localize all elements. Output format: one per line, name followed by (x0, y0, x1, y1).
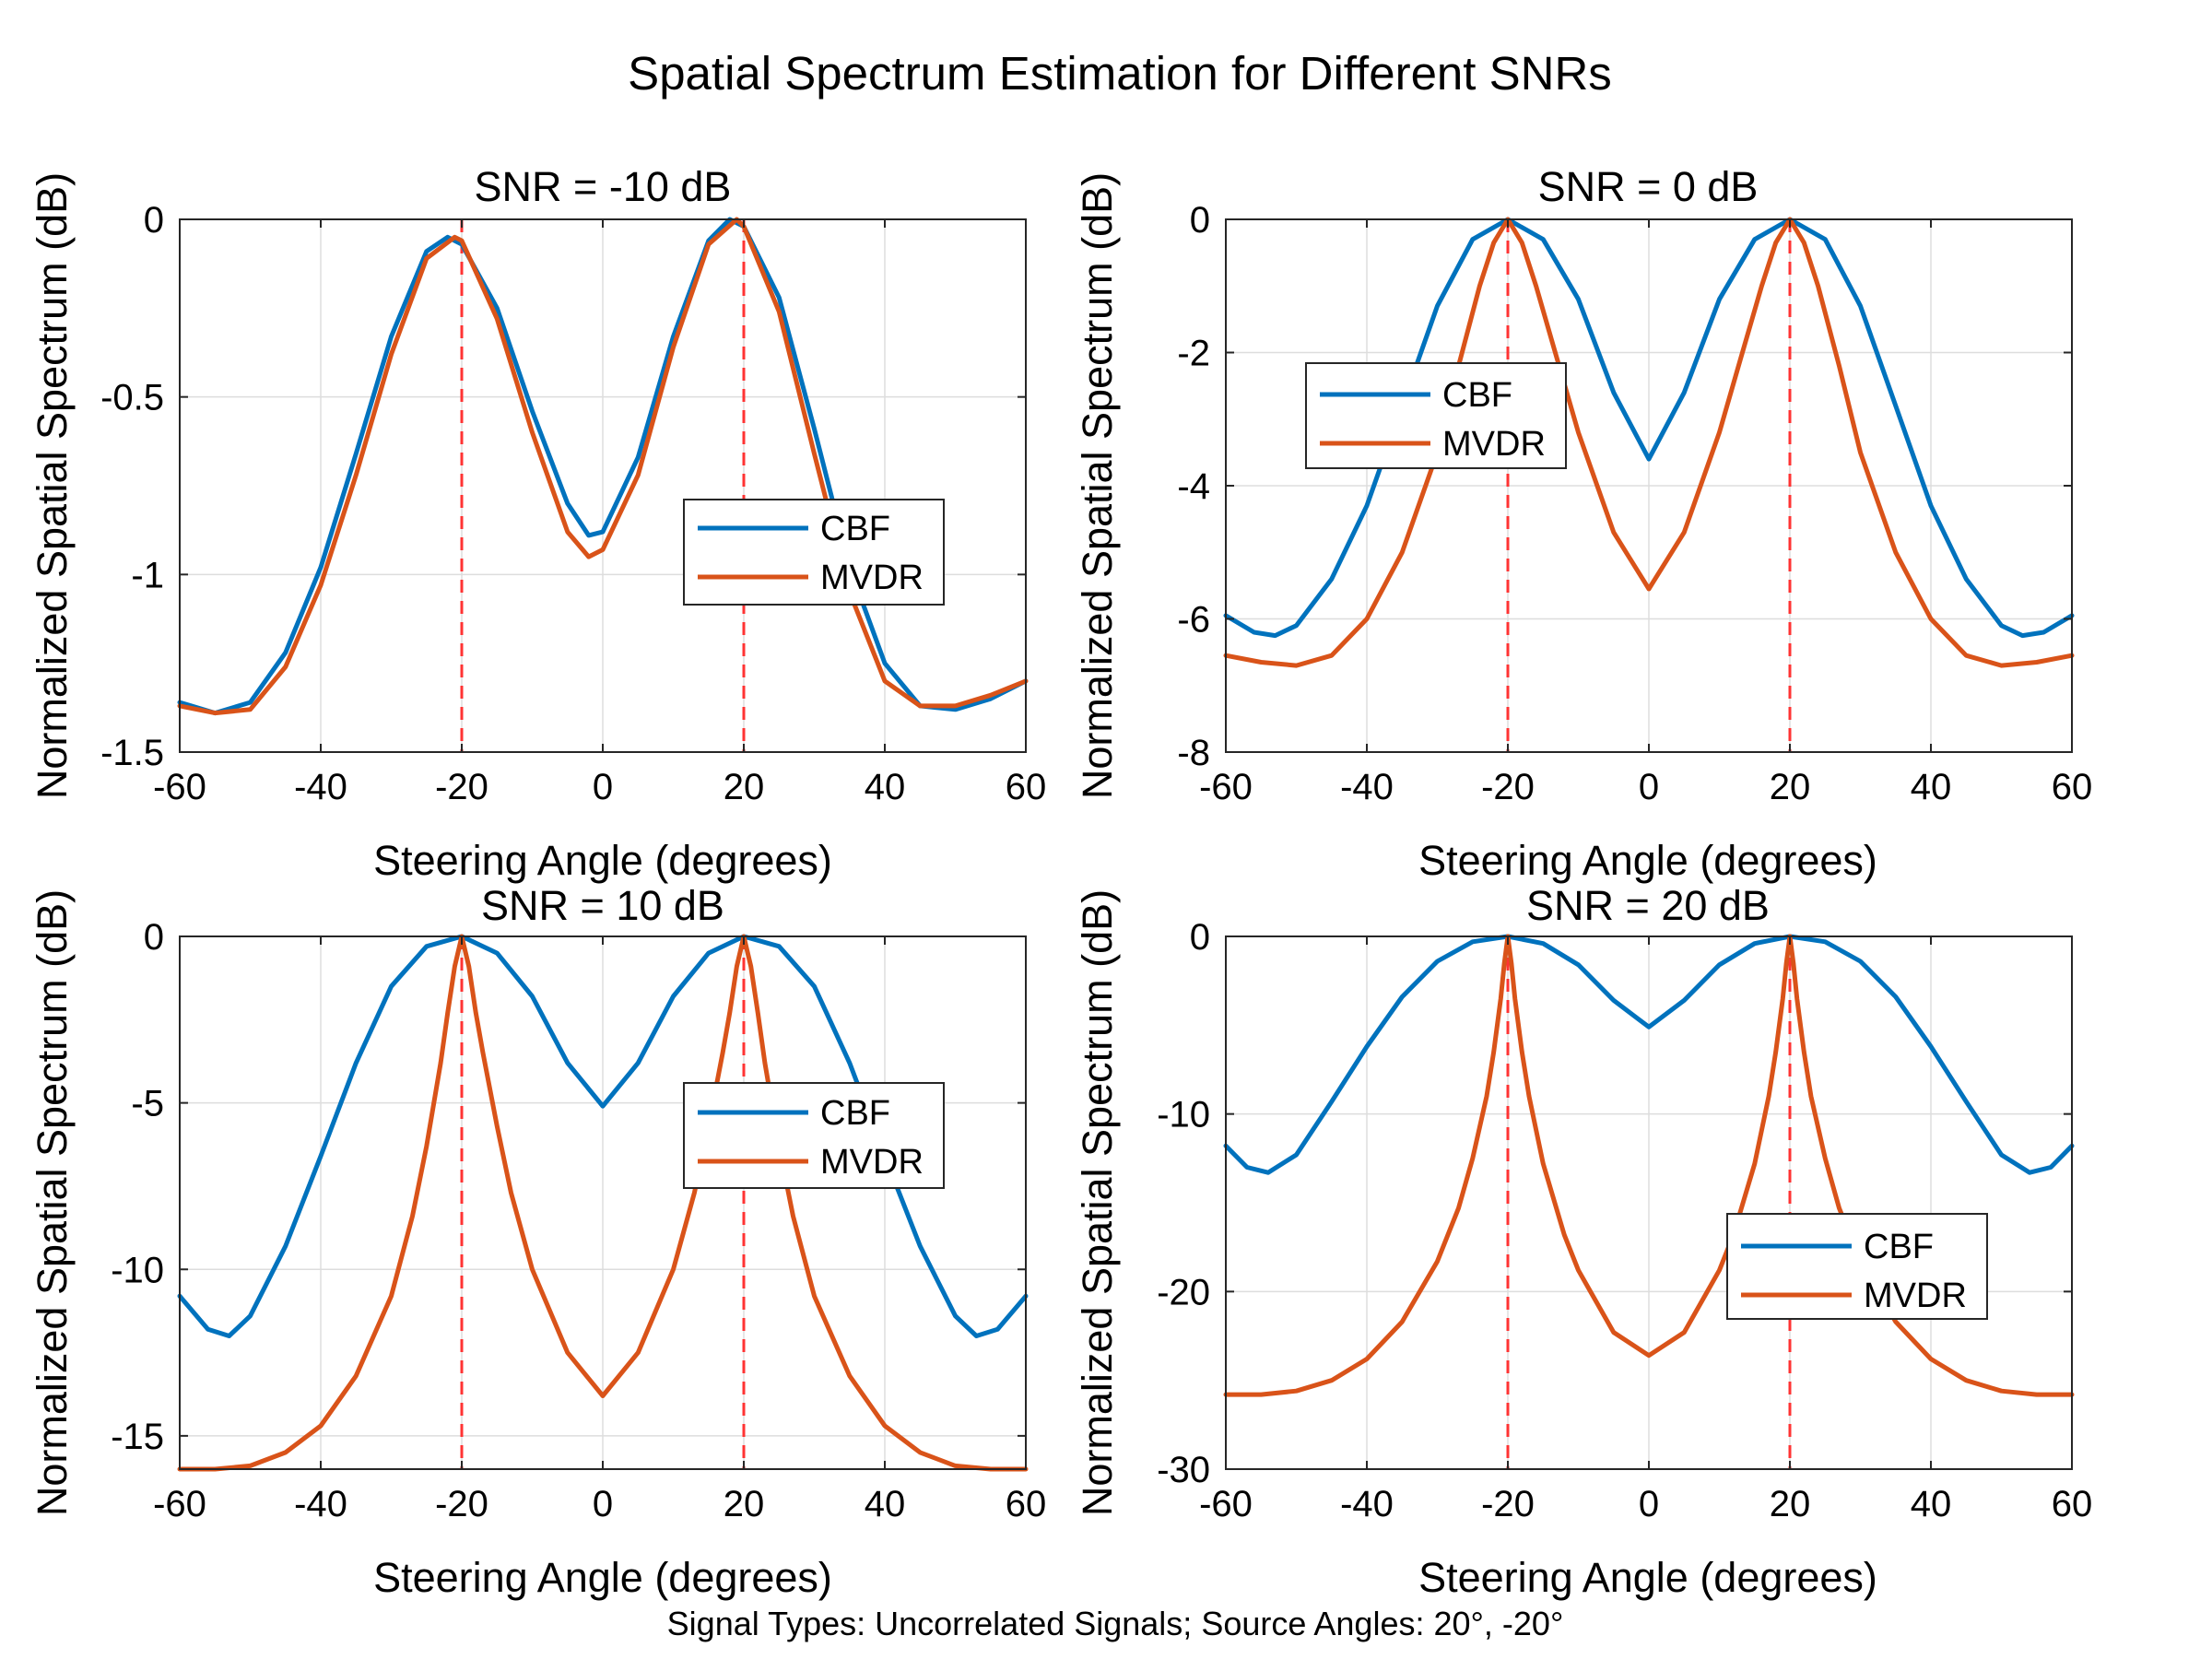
subplot-2-ytick-label-4: 0 (1190, 200, 1210, 241)
subplot-4-xtick-label-4: 20 (1770, 1484, 1811, 1524)
subplot-3-xtick-label-0: -60 (153, 1484, 206, 1524)
subplot-1: SNR = -10 dB -60 -40 -20 0 20 40 60 -1.5 -1 -0.5 0… (29, 163, 1046, 884)
subplot-2-xtick-label-0: -60 (1199, 767, 1253, 807)
subplot-2-xtick-label-2: -20 (1481, 767, 1535, 807)
subplot-2-ytick-label-1: -6 (1177, 600, 1210, 641)
subplot-1-legend-label-mvdr: MVDR (820, 559, 924, 597)
subplot-3: SNR = 10 dB -60 -40 -20 0 20 40 60 -15 -10 -5 0 St… (29, 882, 1046, 1601)
subplot-3-series-mvdr-line (177, 934, 1029, 1472)
subplot-1-legend: CBF MVDR (683, 499, 945, 606)
subplot-1-legend-label-cbf: CBF (820, 510, 890, 548)
subplot-2-legend-box (1305, 362, 1567, 469)
subplot-1-legend-box (683, 499, 945, 606)
subplot-4-xtick-label-1: -40 (1340, 1484, 1394, 1524)
subplot-4-legend: CBF MVDR (1726, 1213, 1988, 1320)
subplot-1-ytick-label-0: -1.5 (100, 733, 164, 773)
subplot-4-legend-label-mvdr: MVDR (1864, 1277, 1967, 1315)
subplot-3-ytick-label-1: -10 (111, 1250, 164, 1290)
subplot-4-series-mvdr-line (1223, 934, 2075, 1397)
subplot-4-xtick-label-3: 0 (1639, 1484, 1659, 1524)
subplot-1-ytick-label-1: -1 (131, 555, 164, 595)
subplot-3-xlabel: Steering Angle (degrees) (373, 1554, 832, 1601)
subplot-2-ylabel: Normalized Spatial Spectrum (dB) (1074, 172, 1121, 799)
subplot-2-title: SNR = 0 dB (1538, 163, 1759, 210)
subplot-3-xtick-label-6: 60 (1006, 1484, 1047, 1524)
subplot-2-ytick-label-0: -8 (1177, 733, 1210, 773)
subplot-4-legend-label-cbf: CBF (1864, 1228, 1934, 1266)
subplot-2-series-cbf-line (1223, 217, 2075, 639)
subplot-2: SNR = 0 dB -60 -40 -20 0 20 40 60-8-6-4-20 Ste… (1074, 163, 2092, 884)
subplot-4-xlabel: Steering Angle (degrees) (1418, 1554, 1877, 1601)
subplot-3-xtick-label-1: -40 (294, 1484, 347, 1524)
subplot-2-legend-label-mvdr: MVDR (1442, 425, 1546, 464)
figure-footer: Signal Types: Uncorrelated Signals; Sour… (667, 1605, 1564, 1642)
subplot-3-legend-label-cbf: CBF (820, 1094, 890, 1133)
subplot-1-xtick-label-0: -60 (153, 767, 206, 807)
subplot-2-xtick-label-3: 0 (1639, 767, 1659, 807)
subplot-2-xtick-label-4: 20 (1770, 767, 1811, 807)
subplot-1-xtick-label-5: 40 (865, 767, 906, 807)
subplot-4-title: SNR = 20 dB (1526, 882, 1770, 929)
subplot-3-xtick-label-2: -20 (435, 1484, 488, 1524)
subplot-4: SNR = 20 dB -60 -40 -20 0 20 40 60 -30 -20 -10 0 S… (1074, 882, 2092, 1601)
subplot-1-xtick-label-6: 60 (1006, 767, 1047, 807)
subplot-2-legend-label-cbf: CBF (1442, 376, 1512, 415)
subplot-1-ylabel: Normalized Spatial Spectrum (dB) (29, 172, 76, 799)
subplot-1-title: SNR = -10 dB (475, 163, 732, 210)
subplot-1-xtick-label-1: -40 (294, 767, 347, 807)
subplot-4-ytick-label-2: -10 (1157, 1095, 1210, 1135)
subplot-4-legend-box (1726, 1213, 1988, 1320)
subplot-1-xtick-label-4: 20 (724, 767, 765, 807)
subplot-3-xtick-label-5: 40 (865, 1484, 906, 1524)
subplot-3-title: SNR = 10 dB (481, 882, 724, 929)
subplot-2-ytick-label-3: -2 (1177, 334, 1210, 374)
subplot-3-legend-box (683, 1082, 945, 1189)
subplot-4-series-cbf-line (1223, 934, 2075, 1175)
subplot-2-ytick-label-2: -4 (1177, 466, 1210, 507)
subplot-4-ytick-label-3: 0 (1190, 917, 1210, 958)
subplot-3-legend: CBF MVDR (683, 1082, 945, 1189)
subplot-3-series-cbf-line (177, 934, 1029, 1338)
subplot-3-xtick-label-3: 0 (593, 1484, 613, 1524)
subplot-2-xtick-label-5: 40 (1911, 767, 1952, 807)
subplot-4-xtick-label-2: -20 (1481, 1484, 1535, 1524)
subplot-1-xtick-label-2: -20 (435, 767, 488, 807)
subplot-3-legend-label-mvdr: MVDR (820, 1143, 924, 1182)
subplot-2-xlabel: Steering Angle (degrees) (1418, 837, 1877, 884)
subplot-3-ytick-label-0: -15 (111, 1417, 164, 1457)
subplot-3-ytick-label-2: -5 (131, 1084, 164, 1124)
figure-title: Spatial Spectrum Estimation for Differen… (628, 47, 1612, 100)
subplot-3-xtick-label-4: 20 (724, 1484, 765, 1524)
subplot-1-xlabel: Steering Angle (degrees) (373, 837, 832, 884)
subplot-4-ytick-label-1: -20 (1157, 1272, 1210, 1312)
subplot-2-xtick-label-1: -40 (1340, 767, 1394, 807)
subplot-3-ylabel: Normalized Spatial Spectrum (dB) (29, 889, 76, 1516)
subplot-1-series-cbf-line (177, 217, 1029, 716)
subplot-2-xtick-label-6: 60 (2052, 767, 2093, 807)
subplot-4-ylabel: Normalized Spatial Spectrum (dB) (1074, 889, 1121, 1516)
subplot-2-series-mvdr-line (1223, 217, 2075, 668)
subplot-1-ytick-label-2: -0.5 (100, 378, 164, 418)
subplot-4-xtick-label-5: 40 (1911, 1484, 1952, 1524)
subplot-4-ytick-label-0: -30 (1157, 1450, 1210, 1490)
subplot-1-series-mvdr-line (177, 217, 1029, 716)
subplot-4-xtick-label-6: 60 (2052, 1484, 2093, 1524)
subplot-2-legend: CBF MVDR (1305, 362, 1567, 469)
subplot-1-ytick-label-3: 0 (144, 200, 164, 241)
subplot-1-xtick-label-3: 0 (593, 767, 613, 807)
subplot-3-ytick-label-3: 0 (144, 917, 164, 958)
subplot-4-xtick-label-0: -60 (1199, 1484, 1253, 1524)
